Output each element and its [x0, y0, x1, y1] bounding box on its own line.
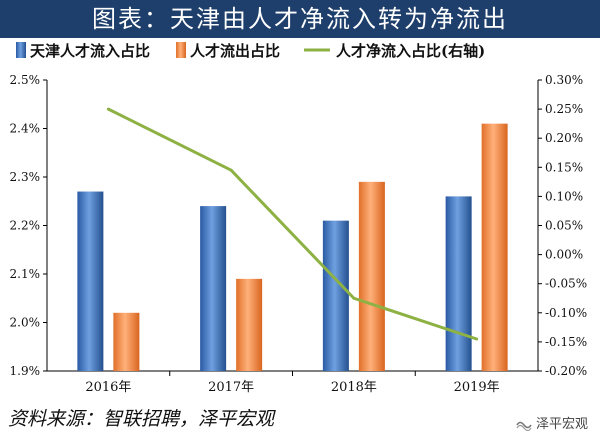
line-point: [229, 168, 233, 172]
y-left-tick-label: 2.1%: [10, 267, 41, 281]
bar: [77, 191, 104, 371]
source-note: 资料来源：智联招聘，泽平宏观: [8, 408, 275, 430]
legend-swatch: [16, 42, 26, 58]
x-tick-label: 2019年: [454, 380, 500, 395]
legend-swatch: [176, 42, 186, 58]
y-right-tick-label: 0.05%: [545, 219, 583, 233]
x-tick-label: 2017年: [208, 380, 254, 395]
line-point: [475, 337, 479, 341]
bar: [358, 181, 385, 371]
bar: [322, 220, 349, 371]
page-title: 图表：天津由人才净流入转为净流出: [92, 5, 508, 33]
y-right-tick-label: 0.10%: [545, 189, 583, 203]
plot-area: 1.9% 2.0% 2.1% 2.2% 2.3% 2.4% 2.5% -0.20% -0.15%…: [10, 73, 588, 395]
chart: 天津人才流入占比 人才流出占比 人才净流入占比(右轴) 1.9% 2.0% 2.1% 2.…: [10, 42, 588, 395]
x-tick-label: 2016年: [85, 380, 131, 395]
watermark: 泽平宏观: [516, 413, 588, 432]
y-right-tick-label: -0.15%: [545, 335, 587, 349]
bar: [200, 206, 227, 371]
y-right-tick-label: 0.30%: [545, 73, 583, 87]
watermark-text: 泽平宏观: [535, 417, 588, 432]
line-point: [352, 296, 356, 300]
legend: 天津人才流入占比 人才流出占比 人才净流入占比(右轴): [16, 42, 485, 60]
y-right-tick-label: -0.05%: [545, 277, 587, 291]
watermark-logo-icon: [516, 421, 532, 431]
y-left-tick-label: 2.2%: [10, 219, 41, 233]
title-bar: 图表：天津由人才净流入转为净流出: [0, 0, 600, 38]
y-right-tick-label: -0.20%: [545, 364, 587, 378]
line-series: [107, 107, 478, 341]
y-right-tick-label: 0.00%: [545, 248, 583, 262]
y-right-tick-label: 0.25%: [545, 102, 583, 116]
y-right-tick-label: 0.20%: [545, 131, 583, 145]
y-left-tick-label: 2.5%: [10, 73, 41, 87]
legend-label: 天津人才流入占比: [30, 42, 150, 60]
y-left-tick-label: 2.3%: [10, 170, 41, 184]
bar: [481, 123, 508, 372]
y-right-tick-label: -0.10%: [545, 306, 587, 320]
y-left-tick-label: 2.0%: [10, 316, 41, 330]
y-left-tick-label: 1.9%: [10, 364, 41, 378]
legend-label: 人才流出占比: [190, 42, 280, 60]
y-right-tick-label: 0.15%: [545, 160, 583, 174]
line-point: [106, 107, 110, 111]
bar: [445, 196, 472, 371]
x-tick-label: 2018年: [331, 380, 377, 395]
legend-label: 人才净流入占比(右轴): [336, 42, 485, 60]
y-left-tick-label: 2.4%: [10, 122, 41, 136]
bar: [113, 312, 140, 371]
bar: [236, 278, 263, 371]
